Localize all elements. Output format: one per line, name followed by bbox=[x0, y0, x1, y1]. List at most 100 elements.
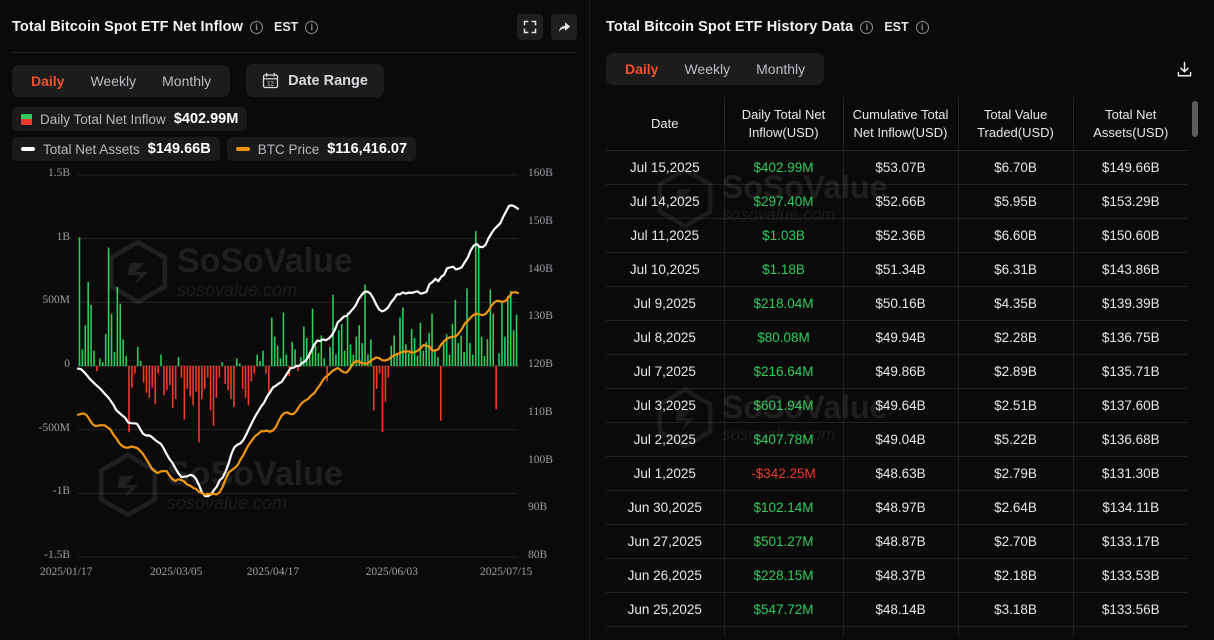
history-panel-title: Total Bitcoin Spot ETF History Data bbox=[606, 19, 854, 35]
table-row[interactable]: Jul 9,2025 $218.04M $50.16B $4.35B $139.39B bbox=[606, 286, 1188, 322]
tab-daily[interactable]: Daily bbox=[31, 72, 65, 89]
cell-total-net-assets: $139.39B bbox=[1073, 286, 1188, 322]
cell-total-net-assets: $143.86B bbox=[1073, 252, 1188, 288]
cell-date: Jul 8,2025 bbox=[606, 320, 725, 356]
history-panel-header: Total Bitcoin Spot ETF History Data i ES… bbox=[590, 0, 1214, 42]
cell-daily-net-inflow: $1.03B bbox=[724, 218, 844, 254]
table-scrollbar-thumb[interactable] bbox=[1192, 101, 1198, 137]
column-header-total-value-traded[interactable]: Total Value Traded(USD) bbox=[958, 97, 1074, 152]
cell-cumulative-net-inflow: $49.94B bbox=[843, 320, 959, 356]
cell-total-net-assets: $136.68B bbox=[1073, 422, 1188, 458]
timezone-info-icon[interactable]: i bbox=[305, 20, 319, 34]
cell-cumulative-net-inflow: $52.66B bbox=[843, 184, 959, 220]
cell-daily-net-inflow: $80.08M bbox=[724, 320, 844, 356]
cell-cumulative-net-inflow: $47.59B bbox=[843, 626, 959, 637]
legend-label-total-net-assets: Total Net Assets bbox=[43, 141, 140, 157]
cell-total-net-assets: $133.56B bbox=[1073, 592, 1188, 628]
y-axis-tick-right: 160B bbox=[528, 167, 553, 179]
cell-date: Jun 30,2025 bbox=[606, 490, 725, 526]
cell-total-value-traded: $4.35B bbox=[958, 286, 1074, 322]
table-row[interactable]: Jun 27,2025 $501.27M $48.87B $2.70B $133.17B bbox=[606, 524, 1188, 560]
fullscreen-button[interactable] bbox=[517, 14, 543, 40]
legend-item-daily-net-inflow[interactable]: Daily Total Net Inflow $402.99M bbox=[12, 107, 248, 131]
history-tab-daily[interactable]: Daily bbox=[625, 61, 659, 77]
cell-total-value-traded: $3.00B bbox=[958, 626, 1074, 637]
table-row[interactable]: Jul 8,2025 $80.08M $49.94B $2.28B $136.75B bbox=[606, 320, 1188, 356]
history-tab-weekly[interactable]: Weekly bbox=[684, 61, 731, 77]
cell-total-value-traded: $6.60B bbox=[958, 218, 1074, 254]
table-header: Date Daily Total Net Inflow(USD) Cumulat… bbox=[606, 97, 1188, 152]
cell-daily-net-inflow: $228.15M bbox=[724, 558, 844, 594]
cell-daily-net-inflow: $218.04M bbox=[724, 286, 844, 322]
y-axis-tick-left: -1B bbox=[52, 485, 70, 498]
table-row[interactable]: Jun 24,2025$588.55M$47.59B$3.00B$130.28B bbox=[606, 626, 1188, 637]
column-header-total-net-assets[interactable]: Total Net Assets(USD) bbox=[1073, 97, 1188, 152]
cell-total-net-assets: $149.66B bbox=[1073, 150, 1188, 186]
cell-total-net-assets: $133.53B bbox=[1073, 558, 1188, 594]
y-axis-tick-left: 1B bbox=[56, 230, 70, 243]
cell-total-net-assets: $133.17B bbox=[1073, 524, 1188, 560]
cell-cumulative-net-inflow: $52.36B bbox=[843, 218, 959, 254]
column-header-daily-net-inflow[interactable]: Daily Total Net Inflow(USD) bbox=[724, 97, 844, 152]
history-table-container[interactable]: SoSoValue sosovalue.com SoSoValue sosova… bbox=[606, 97, 1198, 637]
table-row[interactable]: Jun 25,2025 $547.72M $48.14B $3.18B $133.56B bbox=[606, 592, 1188, 628]
table-scrollbar-track[interactable] bbox=[1192, 97, 1198, 637]
tab-weekly[interactable]: Weekly bbox=[90, 72, 137, 89]
cell-cumulative-net-inflow: $50.16B bbox=[843, 286, 959, 322]
cell-total-value-traded: $6.70B bbox=[958, 150, 1074, 186]
table-row[interactable]: Jul 1,2025 -$342.25M $48.63B $2.79B $131.30B bbox=[606, 456, 1188, 492]
cell-total-value-traded: $2.18B bbox=[958, 558, 1074, 594]
download-icon bbox=[1177, 61, 1191, 76]
line-marker-orange-icon bbox=[235, 147, 250, 151]
y-axis-tick-right: 120B bbox=[528, 358, 553, 370]
column-header-cumulative-net-inflow[interactable]: Cumulative Total Net Inflow(USD) bbox=[843, 97, 959, 152]
table-row[interactable]: Jul 2,2025 $407.78M $49.04B $5.22B $136.68B bbox=[606, 422, 1188, 458]
history-timezone-info-icon[interactable]: i bbox=[915, 20, 929, 34]
cell-date: Jul 9,2025 bbox=[606, 286, 725, 322]
cell-total-net-assets: $137.60B bbox=[1073, 388, 1188, 424]
column-header-date[interactable]: Date bbox=[606, 97, 725, 152]
table-row[interactable]: Jul 11,2025 $1.03B $52.36B $6.60B $150.60B bbox=[606, 218, 1188, 254]
history-info-icon[interactable]: i bbox=[860, 20, 874, 34]
cell-daily-net-inflow: $407.78M bbox=[724, 422, 844, 458]
table-row[interactable]: Jun 26,2025 $228.15M $48.37B $2.18B $133.53B bbox=[606, 558, 1188, 594]
tab-monthly[interactable]: Monthly bbox=[162, 72, 212, 89]
net-inflow-chart[interactable]: SoSoValue sosovalue.com SoSoValue sosova… bbox=[0, 167, 590, 587]
table-row[interactable]: Jul 3,2025 $601.94M $49.64B $2.51B $137.60B bbox=[606, 388, 1188, 424]
cell-total-net-assets: $150.60B bbox=[1073, 218, 1188, 254]
history-data-panel: Total Bitcoin Spot ETF History Data i ES… bbox=[590, 0, 1214, 640]
y-axis-tick-left: -1.5B bbox=[44, 549, 70, 561]
legend-item-total-net-assets[interactable]: Total Net Assets $149.66B bbox=[12, 137, 220, 161]
history-tab-monthly[interactable]: Monthly bbox=[756, 61, 806, 77]
cell-date: Jun 27,2025 bbox=[606, 524, 725, 560]
table-row[interactable]: Jul 14,2025 $297.40M $52.66B $5.95B $153.29B bbox=[606, 184, 1188, 220]
history-controls: Daily Weekly Monthly bbox=[590, 42, 1214, 85]
history-table: Date Daily Total Net Inflow(USD) Cumulat… bbox=[606, 97, 1188, 637]
cell-cumulative-net-inflow: $48.63B bbox=[843, 456, 959, 492]
download-button[interactable] bbox=[1170, 55, 1198, 83]
table-row[interactable]: Jul 7,2025 $216.64M $49.86B $2.89B $135.71B bbox=[606, 354, 1188, 390]
date-range-button[interactable]: 12 Date Range bbox=[246, 64, 384, 97]
legend-row-assets-price: Total Net Assets $149.66B BTC Price $116… bbox=[12, 137, 577, 161]
cell-total-net-assets: $131.30B bbox=[1073, 456, 1188, 492]
y-axis-tick-right: 140B bbox=[528, 262, 553, 275]
cell-date: Jun 24,2025 bbox=[606, 626, 725, 637]
legend-item-btc-price[interactable]: BTC Price $116,416.07 bbox=[226, 137, 417, 161]
cell-total-value-traded: $2.89B bbox=[958, 354, 1074, 390]
cell-daily-net-inflow: $102.14M bbox=[724, 490, 844, 526]
legend-label-btc-price: BTC Price bbox=[257, 141, 320, 157]
table-row[interactable]: Jul 10,2025 $1.18B $51.34B $6.31B $143.86B bbox=[606, 252, 1188, 288]
cell-cumulative-net-inflow: $49.04B bbox=[843, 422, 959, 458]
table-row[interactable]: Jun 30,2025 $102.14M $48.97B $2.64B $134.11B bbox=[606, 490, 1188, 526]
info-icon[interactable]: i bbox=[249, 20, 263, 34]
table-row[interactable]: Jul 15,2025 $402.99M $53.07B $6.70B $149.66B bbox=[606, 150, 1188, 186]
y-axis-tick-left: -500M bbox=[38, 421, 70, 434]
cell-total-value-traded: $5.95B bbox=[958, 184, 1074, 220]
timezone-label: EST bbox=[273, 20, 299, 34]
date-range-label: Date Range bbox=[288, 72, 368, 89]
share-button[interactable] bbox=[551, 14, 577, 40]
cell-total-value-traded: $2.79B bbox=[958, 456, 1074, 492]
line-marker-white-icon bbox=[21, 147, 35, 151]
split-square-icon bbox=[21, 113, 32, 125]
